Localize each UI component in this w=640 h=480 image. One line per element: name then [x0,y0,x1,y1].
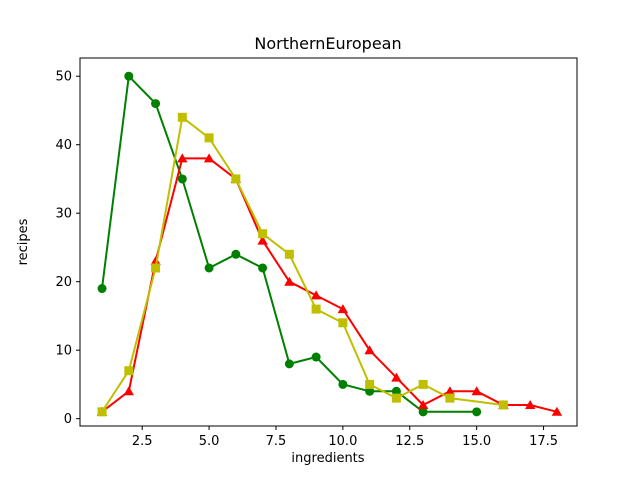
triangle-marker [284,276,295,286]
circle-marker [311,352,321,362]
x-tick-label: 7.5 [266,434,287,449]
plot-area [80,58,577,426]
x-tick-label: 10.0 [328,434,357,449]
triangle-marker [417,400,429,409]
yellow-square-series [97,112,508,417]
square-marker [445,393,455,403]
triangle-marker [150,256,161,266]
circle-marker [177,174,187,184]
square-marker [124,366,134,376]
square-marker [338,318,348,328]
square-marker [311,304,321,314]
x-tick-label: 12.5 [395,434,424,449]
square-marker [97,407,107,417]
triangle-marker [177,153,188,163]
red-triangle-series-line [101,157,558,413]
triangle-marker [551,406,563,416]
axes-spines [79,57,578,427]
triangle-marker [203,153,215,163]
square-marker [231,174,241,184]
square-marker [365,379,375,389]
green-circle-series [97,71,482,417]
square-marker [151,263,161,273]
series-layer [96,71,563,417]
y-axis-label: recipes [16,218,31,265]
circle-marker [151,99,161,109]
circle-marker [472,407,482,417]
triangle-marker [471,386,482,396]
y-tick-label: 40 [55,138,72,153]
triangle-marker [364,345,375,355]
circle-marker [365,386,375,396]
triangle-marker [257,235,268,245]
circle-marker [97,284,107,294]
square-marker [498,400,508,410]
y-tick-label: 0 [64,412,72,427]
square-marker [177,112,187,122]
triangle-marker [525,400,536,409]
circle-marker [124,71,134,81]
x-tick-label: 2.5 [132,434,153,449]
circle-marker [258,263,268,273]
y-tick-label: 50 [55,70,72,85]
square-marker [258,229,268,239]
circle-marker [338,379,348,389]
triangle-marker [391,372,402,382]
circle-marker [231,249,241,259]
y-tick-label: 10 [55,344,72,359]
square-marker [284,249,294,259]
triangle-marker [310,290,322,300]
square-marker [391,393,401,403]
circle-marker [391,386,401,396]
circle-marker [284,359,294,369]
circle-marker [204,263,214,273]
x-axis-label: ingredients [291,451,364,466]
square-marker [418,379,428,389]
x-tick-label: 15.0 [462,434,491,449]
axis-ticks-layer: 2.5 5.0 7.5 10.0 12.5 15.0 17.5 0 10 20 30 40 50 [55,70,558,449]
triangle-marker [444,386,456,396]
y-tick-label: 30 [55,207,72,222]
triangle-marker [123,386,134,396]
square-marker [204,133,214,143]
chart-title: NorthernEuropean [254,34,401,53]
x-tick-label: 17.5 [529,434,558,449]
y-tick-label: 20 [55,275,72,290]
x-tick-label: 5.0 [199,434,220,449]
triangle-marker [337,304,349,314]
circle-marker [418,407,428,417]
